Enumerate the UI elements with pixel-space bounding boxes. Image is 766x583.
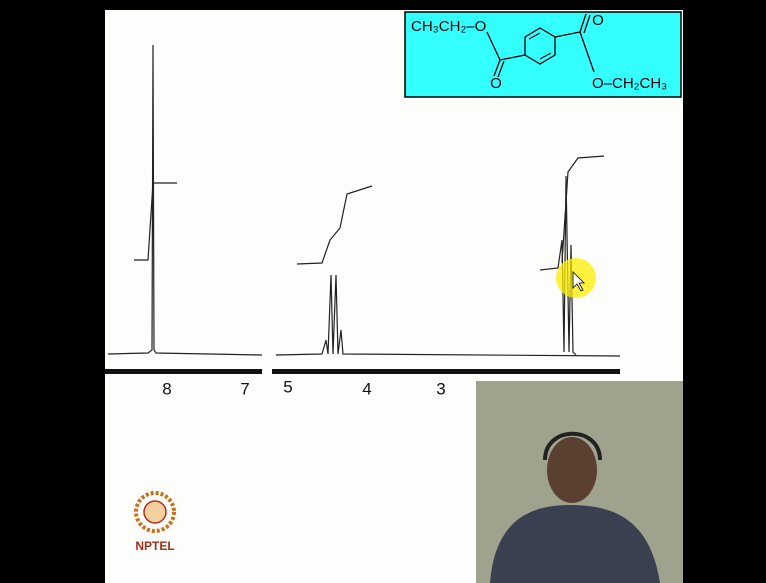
right-group: O–CH₂CH₃ xyxy=(592,75,667,92)
video-frame: CH₃CH₂–O O O O–CH₂CH₃ 8 7 5 4 3 2 1 NPTE… xyxy=(0,0,766,583)
right-carbonyl: O xyxy=(592,12,604,29)
left-group: CH₃CH₂–O xyxy=(411,18,486,35)
axis-label: 4 xyxy=(362,379,371,398)
structure-box: CH₃CH₂–O O O O–CH₂CH₃ xyxy=(405,12,681,97)
axis-label: 3 xyxy=(436,379,445,398)
axis-bar xyxy=(272,369,620,374)
logo-text: NPTEL xyxy=(135,539,174,553)
axis-bar xyxy=(105,369,262,374)
axis-label: 5 xyxy=(283,377,292,396)
slide: CH₃CH₂–O O O O–CH₂CH₃ 8 7 5 4 3 2 1 NPTE… xyxy=(0,0,766,583)
webcam-overlay xyxy=(476,381,683,583)
axis-label: 8 xyxy=(162,379,171,398)
left-carbonyl: O xyxy=(490,75,502,92)
axis-label: 7 xyxy=(240,379,249,398)
logo: NPTEL xyxy=(135,493,174,553)
